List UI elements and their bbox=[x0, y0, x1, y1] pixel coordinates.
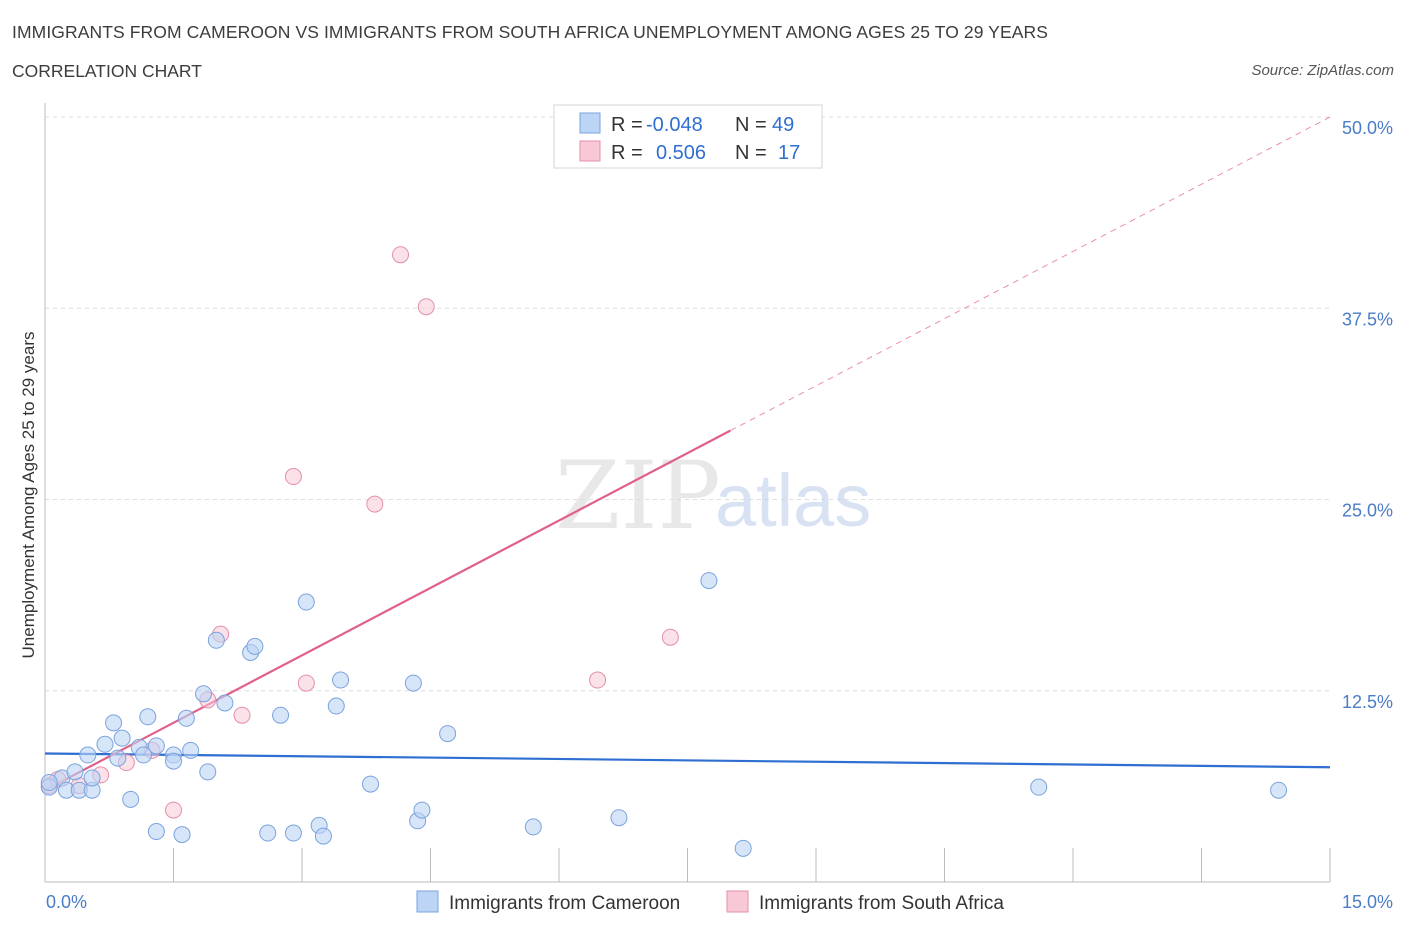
y-tick-label-3: 50.0% bbox=[1342, 118, 1393, 138]
point-cameroon-6 bbox=[79, 746, 97, 764]
point-southafrica-16 bbox=[661, 628, 679, 646]
legend-n-value-southafrica: 17 bbox=[778, 142, 800, 164]
point-cameroon-37 bbox=[362, 775, 380, 793]
point-cameroon-25 bbox=[207, 631, 225, 649]
x-tick-max: 15.0% bbox=[1342, 892, 1393, 912]
legend-n-label-cameroon: N = bbox=[735, 114, 767, 136]
legend-r-value-southafrica: 0.506 bbox=[656, 142, 706, 164]
watermark-zip: ZIP bbox=[555, 442, 721, 551]
legend-r-label-cameroon: R = bbox=[611, 114, 643, 136]
bottom-legend: Immigrants from Cameroon Immigrants from… bbox=[416, 890, 1004, 914]
point-cameroon-9 bbox=[105, 714, 123, 732]
point-cameroon-2 bbox=[66, 763, 84, 781]
point-southafrica-9 bbox=[233, 706, 251, 724]
bottom-legend-label-southafrica: Immigrants from South Africa bbox=[759, 893, 1004, 914]
point-cameroon-31 bbox=[284, 824, 302, 842]
point-cameroon-8 bbox=[96, 735, 114, 753]
y-axis-label: Unemployment Among Ages 25 to 29 years bbox=[19, 332, 38, 659]
point-southafrica-10 bbox=[284, 468, 302, 486]
x-tick-min: 0.0% bbox=[46, 892, 87, 912]
axes bbox=[44, 103, 1331, 883]
legend-box: R = -0.048 N = 49 R = 0.506 N = 17 bbox=[553, 104, 823, 169]
bottom-legend-label-cameroon: Immigrants from Cameroon bbox=[449, 893, 680, 914]
point-cameroon-11 bbox=[109, 749, 127, 767]
point-cameroon-32 bbox=[297, 593, 315, 611]
point-southafrica-14 bbox=[417, 298, 435, 316]
legend-swatch-southafrica bbox=[579, 140, 601, 162]
trend-line-cameroon bbox=[44, 752, 1331, 769]
point-southafrica-6 bbox=[165, 801, 182, 819]
bottom-legend-swatch-southafrica bbox=[726, 890, 749, 913]
point-cameroon-16 bbox=[122, 790, 140, 808]
point-cameroon-44 bbox=[700, 572, 718, 590]
point-cameroon-46 bbox=[1030, 778, 1048, 796]
point-cameroon-14 bbox=[139, 708, 157, 726]
point-cameroon-42 bbox=[524, 818, 542, 836]
point-cameroon-19 bbox=[165, 752, 182, 770]
point-cameroon-26 bbox=[216, 694, 234, 712]
gridlines bbox=[45, 116, 1330, 692]
point-cameroon-7 bbox=[83, 769, 101, 787]
point-cameroon-23 bbox=[194, 685, 212, 703]
point-cameroon-15 bbox=[147, 737, 165, 755]
bottom-legend-swatch-cameroon bbox=[416, 890, 439, 913]
point-cameroon-34 bbox=[314, 827, 332, 845]
point-cameroon-38 bbox=[404, 674, 422, 692]
watermark: ZIP atlas bbox=[555, 442, 871, 551]
y-tick-label-2: 37.5% bbox=[1342, 309, 1393, 329]
source-note: Source: ZipAtlas.com bbox=[1251, 62, 1394, 79]
watermark-atlas: atlas bbox=[715, 459, 871, 542]
point-cameroon-43 bbox=[610, 809, 628, 827]
point-cameroon-29 bbox=[259, 824, 277, 842]
point-southafrica-13 bbox=[392, 246, 410, 264]
point-cameroon-35 bbox=[327, 697, 345, 715]
trend-lines bbox=[44, 116, 1331, 792]
point-cameroon-48 bbox=[40, 774, 58, 792]
point-cameroon-28 bbox=[246, 637, 264, 655]
y-tick-labels: 12.5% 25.0% 37.5% 50.0% bbox=[1342, 118, 1393, 712]
point-cameroon-10 bbox=[113, 729, 131, 747]
point-cameroon-13 bbox=[135, 746, 153, 764]
point-cameroon-17 bbox=[147, 823, 165, 841]
chart-subtitle: CORRELATION CHART bbox=[12, 61, 202, 81]
trend-line-southafrica-projection bbox=[730, 116, 1331, 432]
point-cameroon-41 bbox=[439, 725, 457, 743]
point-southafrica-15 bbox=[589, 671, 607, 689]
point-cameroon-36 bbox=[332, 671, 350, 689]
legend-r-value-cameroon: -0.048 bbox=[646, 114, 703, 136]
point-southafrica-11 bbox=[297, 674, 315, 692]
trend-line-southafrica bbox=[44, 429, 731, 792]
point-cameroon-22 bbox=[182, 741, 200, 759]
point-cameroon-20 bbox=[173, 826, 191, 844]
chart-title: IMMIGRANTS FROM CAMEROON VS IMMIGRANTS F… bbox=[12, 22, 1049, 42]
legend-n-value-cameroon: 49 bbox=[772, 114, 794, 136]
point-southafrica-12 bbox=[366, 495, 384, 513]
legend-r-label-southafrica: R = bbox=[611, 142, 643, 164]
y-tick-label-1: 25.0% bbox=[1342, 501, 1393, 521]
data-points bbox=[40, 246, 1288, 857]
point-cameroon-45 bbox=[734, 839, 752, 857]
point-cameroon-24 bbox=[199, 763, 217, 781]
point-cameroon-30 bbox=[272, 706, 290, 724]
legend-swatch-cameroon bbox=[579, 112, 601, 134]
point-cameroon-21 bbox=[177, 709, 195, 727]
point-cameroon-40 bbox=[413, 801, 431, 819]
point-cameroon-47 bbox=[1270, 781, 1288, 799]
legend-n-label-southafrica: N = bbox=[735, 142, 767, 164]
y-tick-label-0: 12.5% bbox=[1342, 692, 1393, 712]
